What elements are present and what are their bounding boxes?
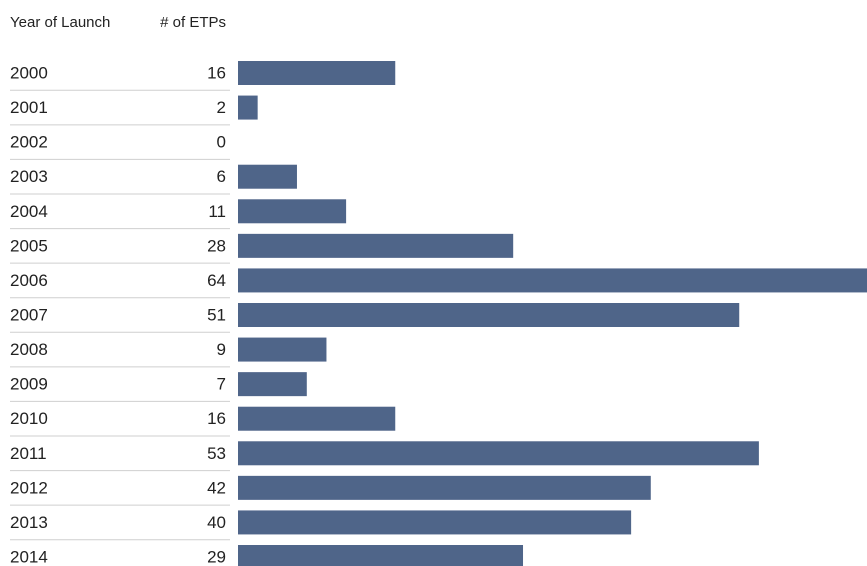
category-label: 2008	[10, 340, 48, 359]
bar	[238, 441, 759, 466]
bar	[238, 475, 651, 500]
category-header: Year of Launch	[10, 14, 110, 31]
value-label: 0	[217, 133, 226, 152]
value-label: 9	[217, 340, 226, 359]
category-label: 2014	[10, 547, 48, 566]
value-header: # of ETPs	[160, 14, 226, 31]
category-label: 2001	[10, 98, 48, 117]
bar	[238, 303, 740, 327]
value-label: 42	[207, 478, 226, 497]
bar	[238, 372, 307, 397]
bar	[238, 61, 396, 85]
category-label: 2005	[10, 236, 48, 255]
bar	[238, 233, 514, 258]
value-label: 64	[207, 271, 226, 290]
bar	[238, 268, 867, 293]
value-label: 40	[207, 513, 226, 532]
bar	[238, 95, 258, 120]
category-label: 2000	[10, 63, 48, 82]
category-label: 2002	[10, 133, 48, 152]
value-label: 7	[217, 375, 226, 394]
category-label: 2012	[10, 478, 48, 497]
category-label: 2006	[10, 271, 48, 290]
value-label: 11	[208, 202, 226, 221]
value-label: 29	[207, 547, 226, 566]
category-label: 2013	[10, 513, 48, 532]
category-label: 2004	[10, 202, 48, 221]
category-label: 2007	[10, 305, 48, 324]
value-label: 16	[207, 63, 226, 82]
bar	[238, 406, 396, 431]
category-label: 2003	[10, 167, 48, 186]
value-label: 53	[207, 444, 226, 463]
bar	[238, 337, 327, 362]
value-label: 51	[207, 305, 226, 324]
bar	[238, 510, 632, 535]
value-label: 16	[207, 409, 226, 428]
category-label: 2009	[10, 375, 48, 394]
value-label: 6	[217, 167, 226, 186]
bar	[238, 545, 524, 566]
value-label: 28	[207, 236, 226, 255]
value-label: 2	[217, 98, 226, 117]
bar	[238, 199, 347, 224]
bar	[238, 164, 297, 189]
category-label: 2010	[10, 409, 48, 428]
category-label: 2011	[10, 444, 47, 463]
